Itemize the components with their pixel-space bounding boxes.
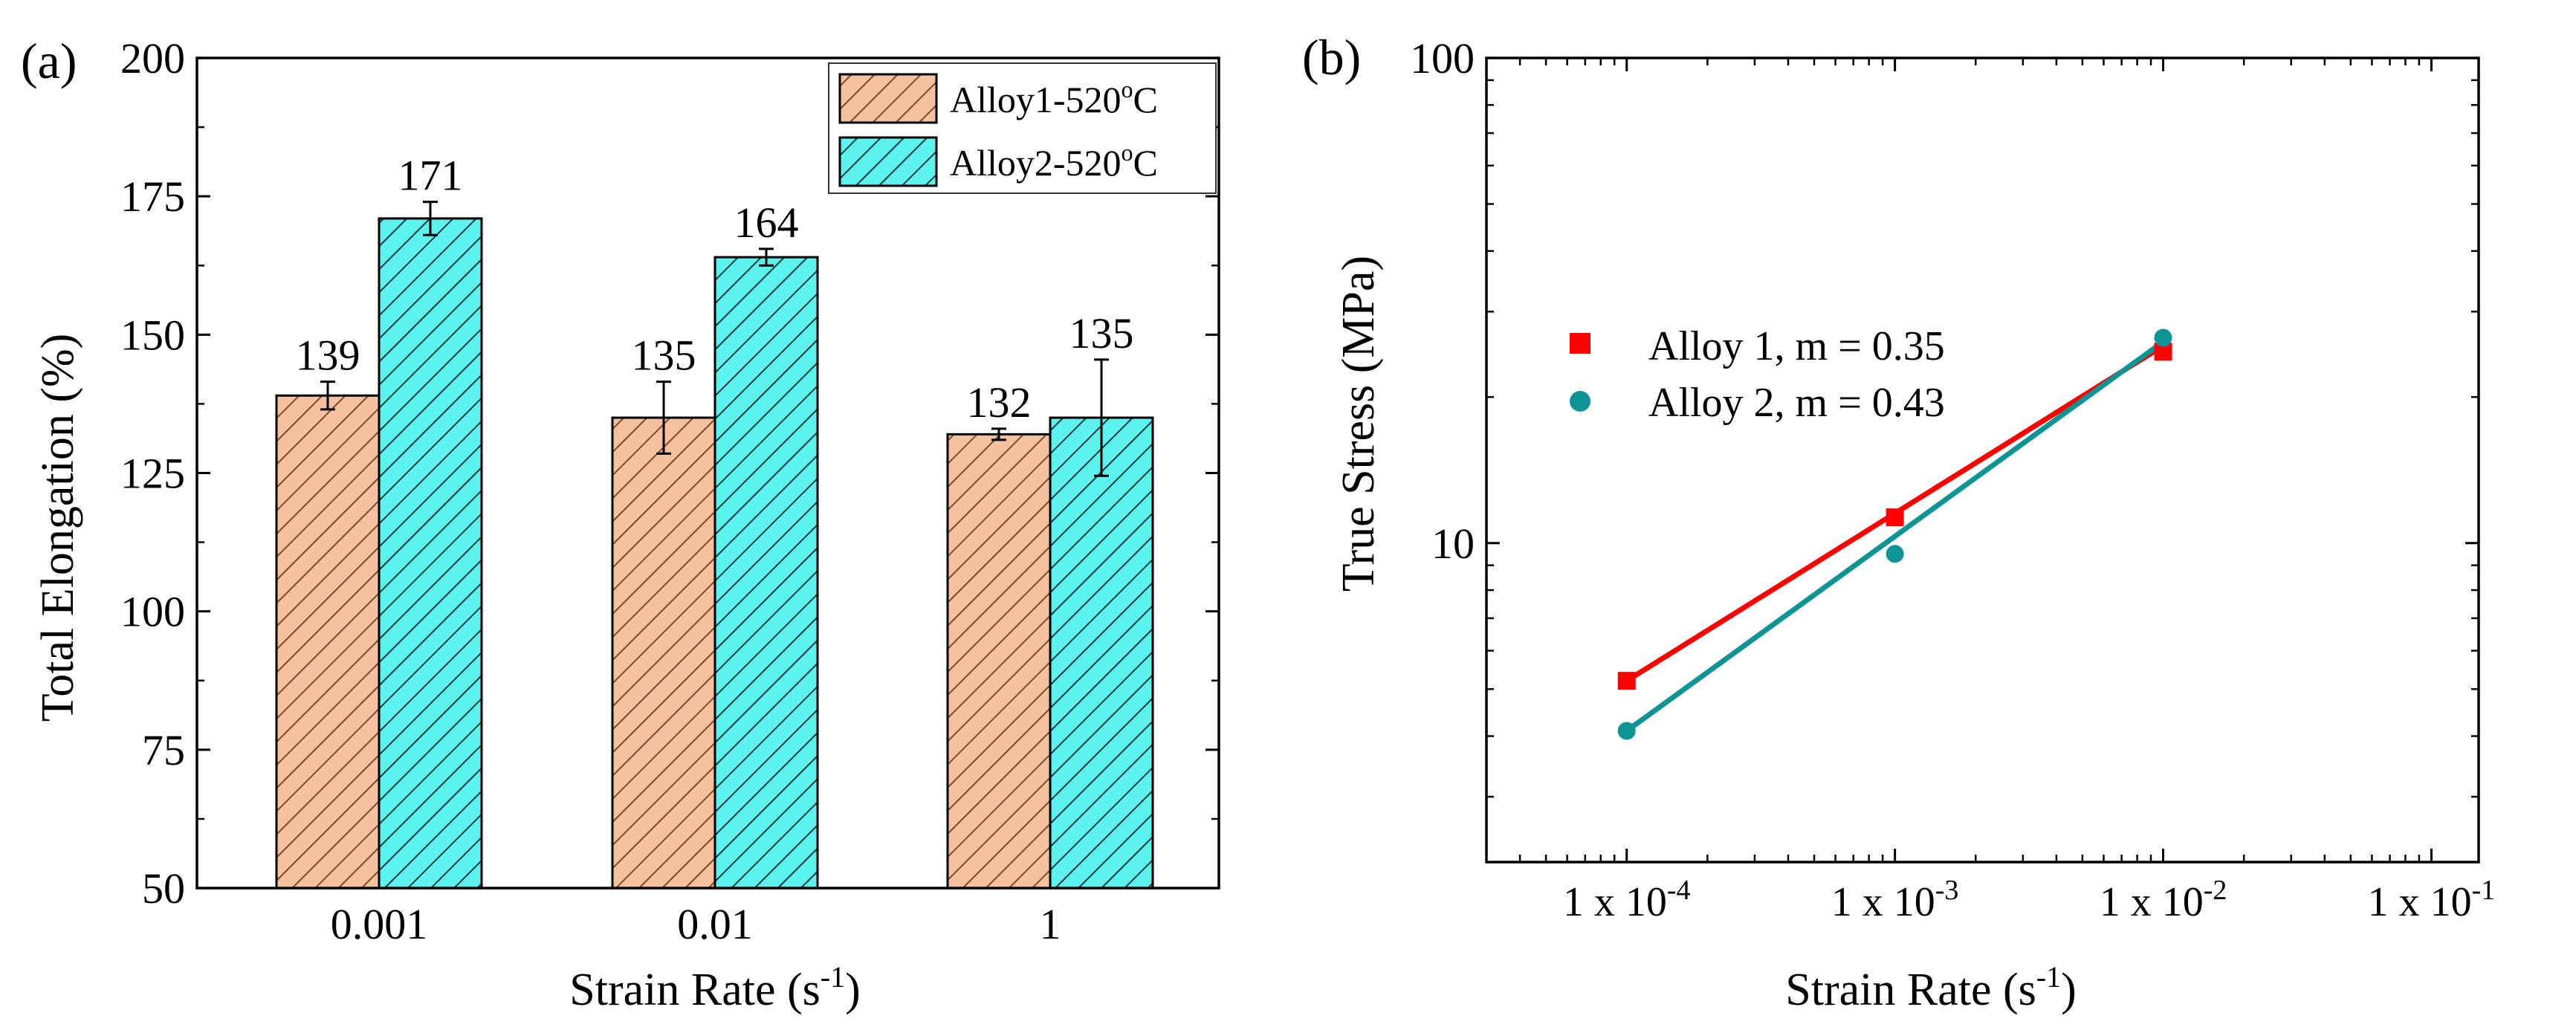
panel-b-label: (b): [1302, 29, 1361, 85]
legend-swatch-alloy1: [838, 73, 938, 124]
x-axis-label-b: Strain Rate (s-1): [1785, 960, 2076, 1015]
y-tick-label: 10: [1431, 519, 1475, 568]
legend-label-alloy2-b: Alloy 2, m = 0.43: [1648, 380, 1945, 426]
point-alloy2: [1886, 545, 1904, 563]
data-label: 171: [398, 152, 463, 200]
legend-label-alloy1: Alloy1-520oC: [950, 76, 1158, 120]
fit-line-2: [1625, 340, 2165, 734]
legend-marker-alloy1: [1570, 333, 1590, 354]
y-tick-label: 50: [142, 864, 185, 913]
data-points: [1617, 328, 2172, 740]
x-tick-label: 1: [1040, 900, 1061, 948]
y-tick-label: 100: [120, 588, 185, 636]
legend-label-alloy2: Alloy2-520oC: [950, 139, 1158, 184]
bar-2-0.01: [713, 256, 819, 890]
legend-swatch-alloy2: [838, 136, 938, 187]
legend-b: Alloy 1, m = 0.35 Alloy 2, m = 0.43: [1570, 323, 1945, 426]
point-alloy2: [1617, 722, 1636, 740]
data-label: 132: [967, 378, 1032, 427]
y-axis-label-a: Total Elongation (%): [33, 334, 83, 722]
x-tick-label: 0.001: [331, 900, 428, 948]
x-tick-label: 1 x 10-3: [1831, 875, 1959, 925]
legend-a: Alloy1-520oC Alloy2-520oC: [828, 62, 1217, 194]
x-axis-label-a: Strain Rate (s-1): [569, 960, 860, 1015]
data-label: 139: [296, 331, 360, 380]
x-tick-label: 1 x 10-1: [2368, 875, 2496, 925]
plot-frame-b: [1485, 56, 2480, 864]
panel-b-scatter-chart: (b) 1 x 10-4 1 x 10-3 1 x 10-2 1 x 10-1 10 10…: [1302, 29, 2495, 1015]
bar-1-1: [946, 433, 1052, 890]
point-alloy1: [1617, 672, 1636, 690]
point-alloy2: [2154, 328, 2172, 347]
x-tick-label: 1 x 10-4: [1563, 875, 1691, 925]
axes-b: 1 x 10-4 1 x 10-3 1 x 10-2 1 x 10-1 10 100: [1410, 34, 2495, 925]
data-label: 164: [734, 198, 799, 247]
y-tick-label: 200: [120, 34, 185, 82]
bar-2-1: [1049, 416, 1154, 890]
legend-label-alloy1-b: Alloy 1, m = 0.35: [1648, 323, 1945, 369]
bar-group: 139 171 135 164 132 135: [275, 152, 1154, 890]
point-alloy1: [1886, 508, 1904, 527]
data-label: 135: [632, 331, 696, 380]
panel-a-label: (a): [21, 33, 77, 89]
bar-1-0.001: [275, 394, 381, 890]
y-tick-label: 75: [142, 726, 185, 774]
x-tick-label: 1 x 10-2: [2100, 875, 2227, 925]
x-tick-label: 0.01: [677, 900, 753, 948]
y-tick-label: 150: [120, 311, 185, 359]
data-label: 135: [1069, 309, 1134, 357]
bar-1-0.01: [611, 416, 716, 890]
bar-2-0.001: [378, 217, 483, 890]
y-tick-label: 125: [120, 450, 185, 498]
y-tick-label: 100: [1410, 34, 1475, 82]
y-tick-label: 175: [120, 172, 185, 221]
y-axis-label-b: True Stress (MPa): [1333, 256, 1384, 592]
legend-marker-alloy2: [1570, 391, 1590, 412]
